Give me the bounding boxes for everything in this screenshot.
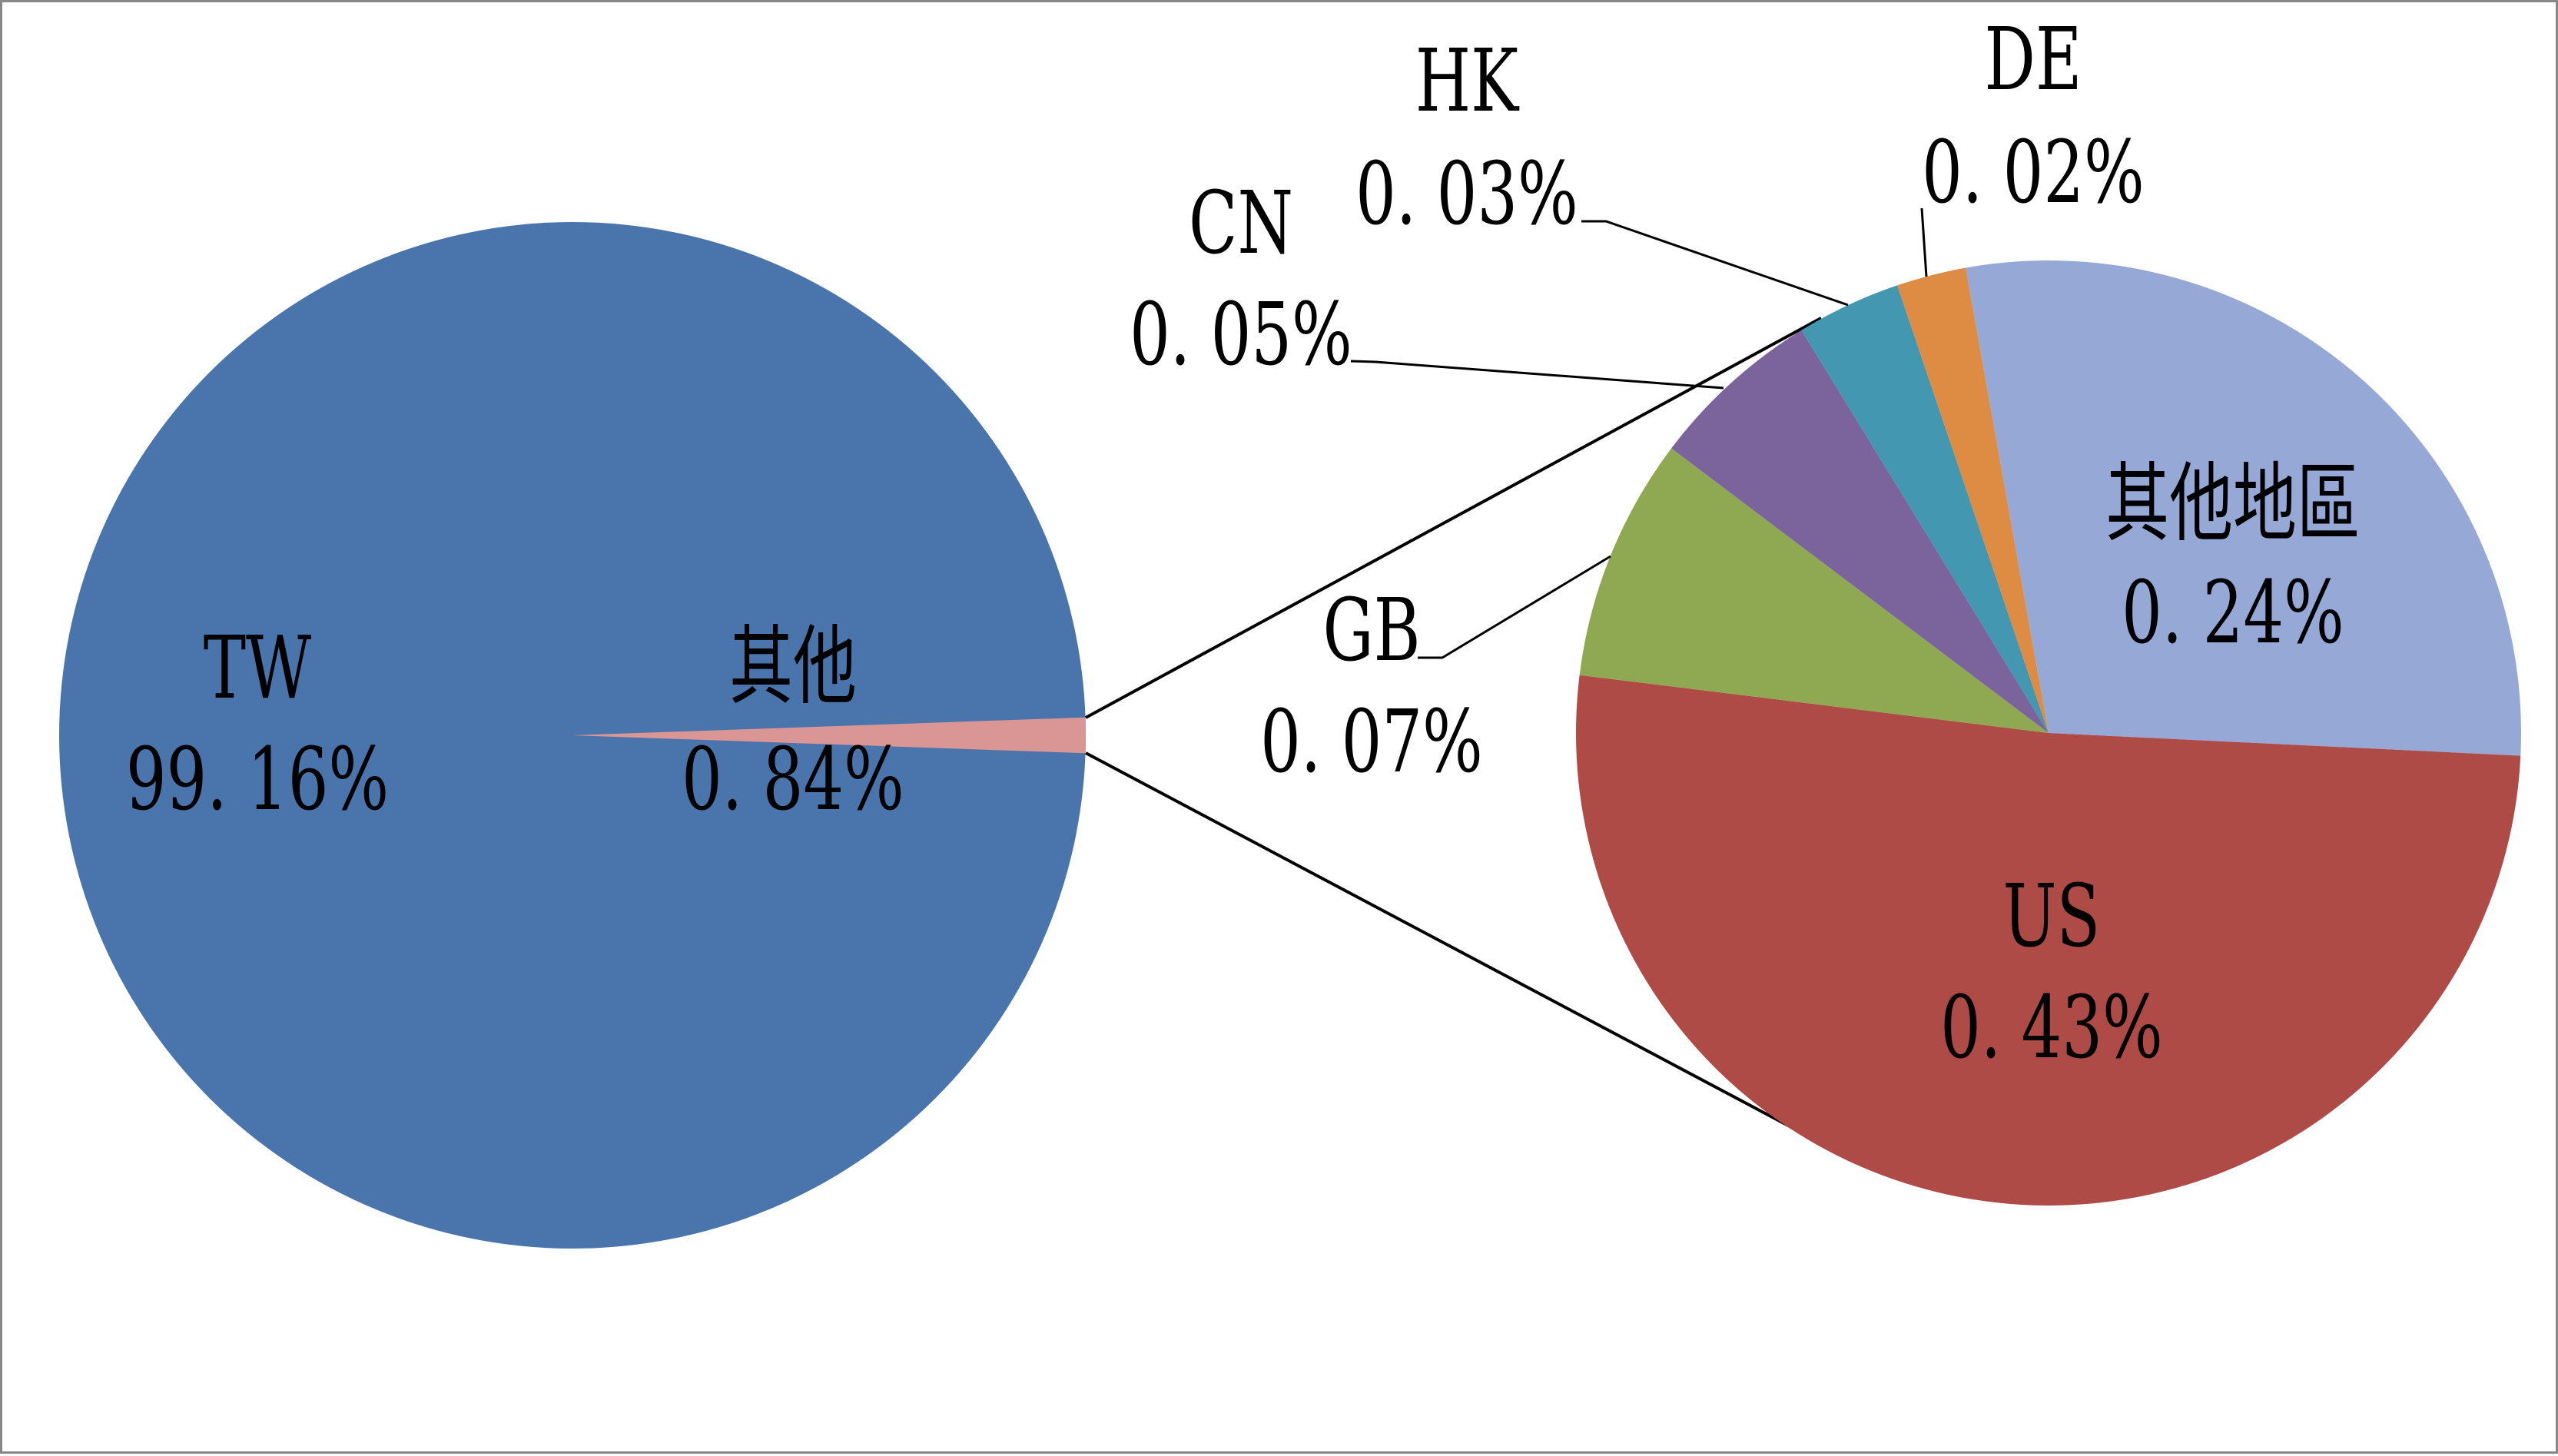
secondary-pie-label-other-regions-value: 0. 24% [2122, 563, 2344, 663]
secondary-pie-label-us-name: US [2002, 867, 2101, 967]
secondary-pie-label-gb-name: GB [1322, 581, 1421, 681]
secondary-pie-slice-us[interactable] [1576, 675, 2521, 1206]
leader-line-hk [1581, 220, 1849, 307]
series-line-upper [1085, 317, 1822, 719]
secondary-pie-label-other-regions-name: 其他地區 [2105, 454, 2361, 554]
leader-line-cn [1350, 360, 1724, 390]
secondary-pie-slice-hk[interactable] [1801, 285, 2049, 733]
secondary-pie-label-gb-value: 0. 07% [1260, 692, 1483, 792]
series-line-lower [1085, 751, 1830, 1149]
secondary-pie-slice-cn[interactable] [1671, 330, 2049, 733]
main-pie-label-other-value: 0. 84% [682, 730, 904, 830]
leader-line-de [1920, 207, 1928, 277]
secondary-pie-label-us-value: 0. 43% [1940, 978, 2163, 1078]
main-pie-label-tw-value: 99. 16% [125, 730, 390, 830]
leader-line-gb [1418, 555, 1611, 659]
secondary-pie-slice-other-regions[interactable] [1966, 260, 2522, 756]
main-pie-label-tw-name: TW [203, 619, 312, 718]
secondary-pie-label-de-value: 0. 02% [1922, 123, 2145, 223]
secondary-pie-label-cn-name: CN [1189, 174, 1293, 274]
main-pie-label-other-name: 其他 [729, 617, 857, 717]
secondary-pie-label-hk-value: 0. 03% [1355, 144, 1578, 244]
secondary-pie-label-cn-value: 0. 05% [1130, 285, 1352, 385]
secondary-pie-label-hk-name: HK [1415, 32, 1519, 131]
secondary-pie-slice-de[interactable] [1897, 267, 2049, 733]
secondary-pie-label-de-name: DE [1984, 10, 2082, 110]
main-pie-slice-other[interactable] [572, 717, 1086, 754]
secondary-pie-slice-gb[interactable] [1579, 448, 2049, 733]
